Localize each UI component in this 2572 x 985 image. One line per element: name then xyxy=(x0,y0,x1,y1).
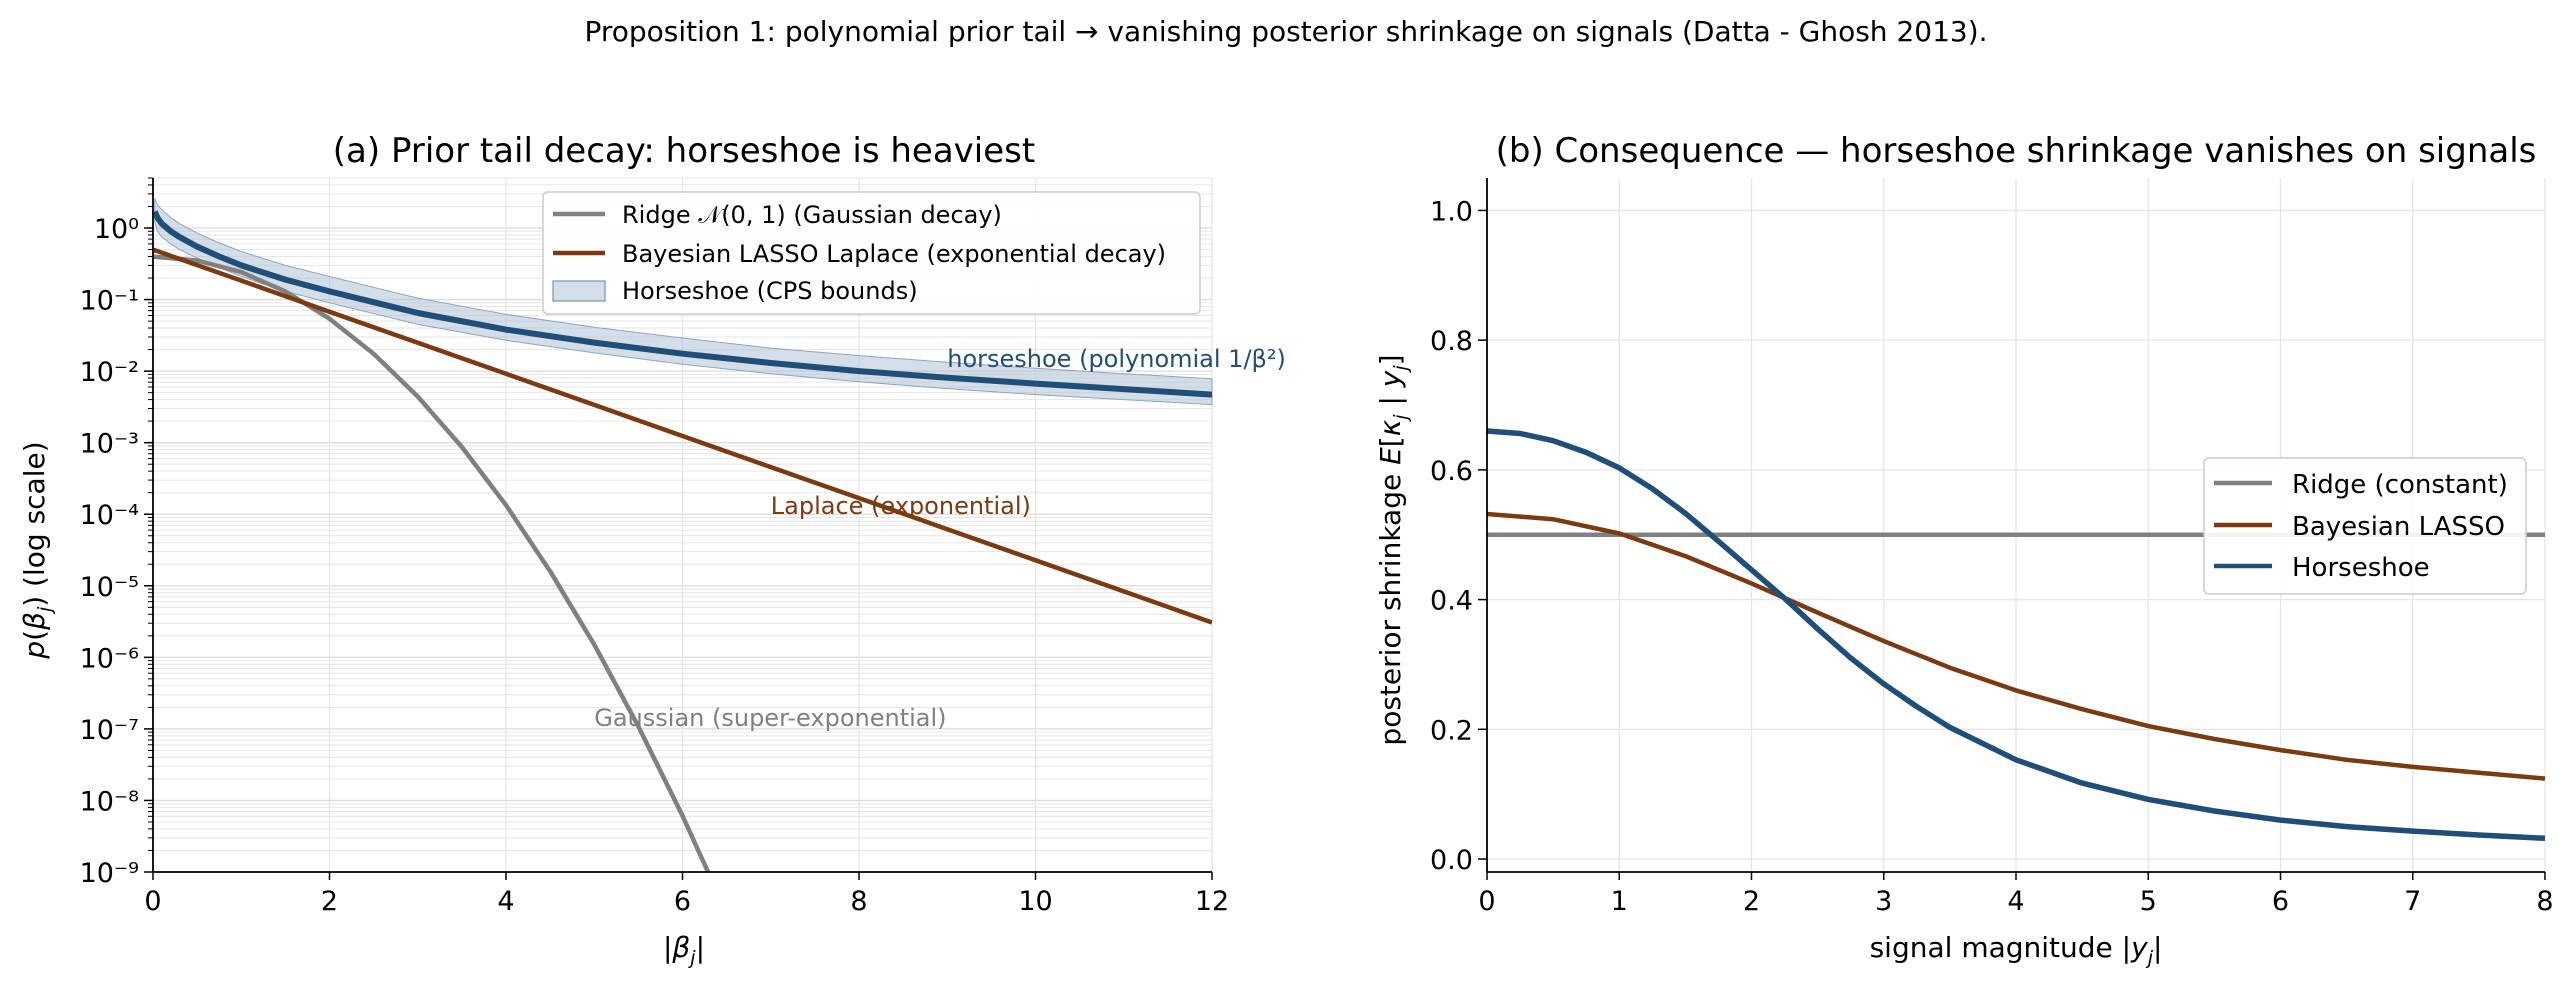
panel-a-y-tick-label: 10⁻⁹ xyxy=(80,858,139,889)
panel-a-y-tick-label: 10⁻⁷ xyxy=(80,715,139,746)
panel-a-y-tick-label: 10⁻⁶ xyxy=(80,643,139,674)
panel-b-y-ticks: 0.0 0.2 0.4 0.6 0.8 1.0 xyxy=(1430,196,1487,876)
legend-label-horseshoe: Horseshoe xyxy=(2292,553,2430,583)
panel-b-y-tick-label: 1.0 xyxy=(1430,196,1473,227)
panel-a-legend: Ridge 𝒩(0, 1) (Gaussian decay) Bayesian … xyxy=(542,191,1201,315)
panel-a-annotations: horseshoe (polynomial 1/β²) Laplace (expo… xyxy=(594,345,1286,732)
panel-b-x-tick-label: 2 xyxy=(1743,886,1760,917)
bayesian-lasso-line xyxy=(1486,511,2546,781)
panel-a-x-tick-label: 2 xyxy=(321,886,338,917)
legend-label-ridge: Ridge 𝒩(0, 1) (Gaussian decay) xyxy=(622,201,1002,229)
panel-b-x-tick-label: 6 xyxy=(2272,886,2289,917)
panel-b-x-tick-label: 7 xyxy=(2404,886,2421,917)
panel-b-x-ticks: 0 1 2 3 4 5 6 7 8 xyxy=(1478,872,2554,917)
panel-b-x-tick-label: 8 xyxy=(2536,886,2553,917)
panel-a-annotation: horseshoe (polynomial 1/β²) xyxy=(947,345,1286,373)
panel-b-y-label: posterior shrinkage E[κj | yj] xyxy=(1374,354,1412,745)
panel-a-x-ticks: 0 2 4 6 8 10 12 xyxy=(144,872,1229,917)
panel-b-y-tick-label: 0.4 xyxy=(1430,586,1473,617)
legend-label-ridge: Ridge (constant) xyxy=(2292,470,2508,500)
panel-a-title: (a) Prior tail decay: horseshoe is heavi… xyxy=(333,131,1035,171)
horseshoe-line xyxy=(153,210,1212,398)
panel-a-annotation: Gaussian (super-exponential) xyxy=(594,704,946,732)
legend-swatch-horseshoe-band xyxy=(552,280,606,302)
panel-b-y-tick-label: 0.8 xyxy=(1430,326,1473,357)
panel-a-y-tick-label: 10⁻⁵ xyxy=(80,572,139,603)
figure-suptitle: Proposition 1: polynomial prior tail → v… xyxy=(584,15,1987,48)
panel-a-y-label: p(βj) (log scale) xyxy=(18,441,56,659)
panel-a-y-tick-label: 10⁰ xyxy=(94,214,139,245)
panel-b-x-tick-label: 3 xyxy=(1875,886,1892,917)
panel-a-lines-layer xyxy=(153,210,1212,872)
panel-a-y-tick-label: 10⁻¹ xyxy=(80,286,139,317)
panel-a-x-tick-label: 6 xyxy=(674,886,691,917)
panel-a-prior-tail-decay: (a) Prior tail decay: horseshoe is heavi… xyxy=(18,131,1286,969)
panel-b-x-tick-label: 4 xyxy=(2007,886,2024,917)
panel-a-x-tick-label: 8 xyxy=(850,886,867,917)
panel-a-y-tick-label: 10⁻⁴ xyxy=(80,500,139,531)
panel-b-x-label: signal magnitude |yj| xyxy=(1870,931,2163,969)
panel-a-y-ticks: 10⁰ 10⁻¹ 10⁻² 10⁻³ 10⁻⁴ 10⁻⁵ 10⁻⁶ 10⁻⁷ 10⁻⁸ 10⁻⁹ xyxy=(80,214,153,889)
panel-a-x-tick-label: 4 xyxy=(497,886,514,917)
legend-label-lasso: Bayesian LASSO xyxy=(2292,512,2505,542)
legend-label-horseshoe-band: Horseshoe (CPS bounds) xyxy=(622,277,918,305)
panel-a-x-tick-label: 12 xyxy=(1195,886,1229,917)
panel-b-legend: Ridge (constant) Bayesian LASSO Horsesho… xyxy=(2203,457,2527,595)
legend-frame xyxy=(2203,457,2527,595)
panel-a-y-tick-label: 10⁻² xyxy=(80,357,139,388)
panel-a-y-tick-label: 10⁻³ xyxy=(80,429,139,460)
horseshoe-line xyxy=(1486,428,2546,842)
panel-b-y-tick-label: 0.6 xyxy=(1430,456,1473,487)
panel-a-x-tick-label: 0 xyxy=(144,886,161,917)
legend-frame xyxy=(542,191,1201,315)
panel-b-x-tick-label: 5 xyxy=(2140,886,2157,917)
panel-a-y-tick-label: 10⁻⁸ xyxy=(80,786,139,817)
panel-b-x-tick-label: 1 xyxy=(1611,886,1628,917)
panel-b-title: (b) Consequence — horseshoe shrinkage va… xyxy=(1496,131,2537,171)
panel-b-posterior-shrinkage: (b) Consequence — horseshoe shrinkage va… xyxy=(1374,131,2554,969)
panel-a-grid xyxy=(152,177,1213,873)
bayesian-lasso-laplace-line xyxy=(153,247,1212,625)
panel-b-x-tick-label: 0 xyxy=(1478,886,1495,917)
panel-a-x-label: |βj| xyxy=(663,931,705,969)
panel-a-x-tick-label: 10 xyxy=(1018,886,1052,917)
panel-a-annotation: Laplace (exponential) xyxy=(771,492,1031,520)
ridge-gaussian-line xyxy=(153,254,711,872)
panel-b-y-tick-label: 0.0 xyxy=(1430,845,1473,876)
panel-b-y-tick-label: 0.2 xyxy=(1430,715,1473,746)
legend-label-lasso: Bayesian LASSO Laplace (exponential deca… xyxy=(622,240,1166,268)
